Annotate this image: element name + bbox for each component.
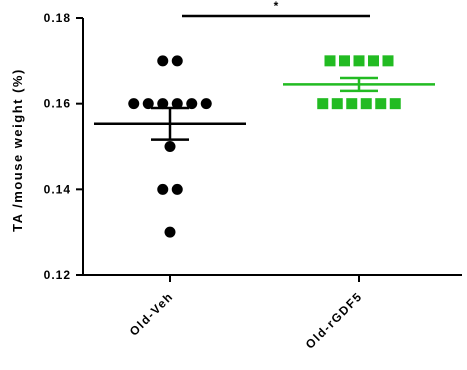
data-point: [368, 55, 379, 67]
data-point: [186, 98, 198, 110]
data-point: [339, 55, 350, 67]
data-point: [164, 226, 176, 238]
data-point: [157, 183, 169, 195]
data-point: [171, 183, 183, 195]
data-point: [171, 55, 183, 67]
y-axis-label: TA /mouse weight (%): [10, 68, 25, 232]
data-point: [128, 98, 140, 110]
data-point: [164, 141, 176, 152]
y-tick-label: 0.12: [44, 268, 71, 282]
x-category-label: Old-Veh: [127, 289, 176, 338]
y-tick-label: 0.16: [44, 97, 71, 111]
data-point: [317, 98, 329, 110]
y-tick-label: 0.18: [44, 11, 71, 25]
y-ticks: 0.12 0.14 0.16 0.18: [44, 11, 83, 282]
data-point: [331, 98, 343, 110]
data-point: [346, 98, 358, 110]
x-category-ticks: Old-Veh Old-rGDF5: [127, 275, 365, 352]
data-point: [389, 98, 401, 110]
data-point: [157, 98, 169, 110]
significance-annotation: *: [182, 0, 370, 18]
y-tick-label: 0.14: [44, 182, 71, 196]
data-point: [200, 98, 212, 110]
data-point: [353, 55, 365, 67]
data-point: [360, 98, 372, 110]
data-point: [375, 98, 387, 110]
x-category-label: Old-rGDF5: [303, 289, 365, 351]
data-point: [324, 55, 336, 67]
data-point: [157, 55, 169, 67]
data-point: [142, 98, 154, 110]
axes: [82, 18, 462, 276]
mean-sem-bars: [94, 76, 435, 141]
data-point: [382, 55, 394, 67]
data-point: [171, 98, 183, 110]
significance-label: *: [274, 0, 279, 13]
data-points: [128, 55, 401, 238]
